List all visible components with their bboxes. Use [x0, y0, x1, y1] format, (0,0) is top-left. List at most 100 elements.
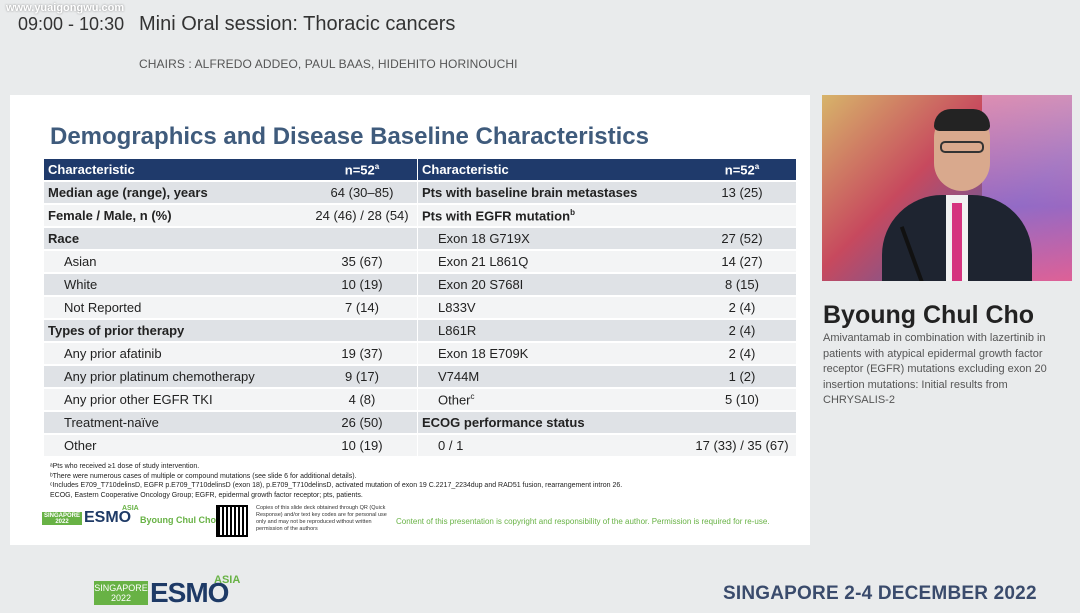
esmo-asia: ASIA	[214, 574, 241, 586]
qr-code-icon[interactable]	[216, 505, 248, 537]
header-n-footnote: a	[374, 161, 380, 171]
row-value: 1 (2)	[688, 366, 796, 387]
footnote: ECOG, Eastern Cooperative Oncology Group…	[50, 491, 363, 499]
row-label-text: Pts with EGFR mutation	[422, 208, 571, 224]
table-row: Exon 18 G719X 27 (52)	[418, 228, 796, 249]
row-label: Other	[44, 435, 307, 456]
footnotes: ᵃPts who received ≥1 dose of study inter…	[50, 462, 622, 500]
row-label-text: Exon 18 G719X	[438, 231, 530, 246]
row-value: 5 (10)	[688, 389, 796, 410]
row-label-text: Median age (range), years	[48, 185, 208, 200]
esmo-tag: SINGAPORE 2022	[42, 512, 82, 525]
row-label-text: Other	[64, 438, 97, 453]
slide-title: Demographics and Disease Baseline Charac…	[50, 123, 649, 150]
header-n-value: n=52	[724, 162, 755, 178]
row-label: Types of prior therapy	[44, 320, 307, 341]
header-characteristic: Characteristic	[418, 159, 688, 180]
row-label-text: Any prior other EGFR TKI	[64, 392, 213, 407]
row-label-text: Race	[48, 231, 80, 246]
row-value	[688, 412, 796, 433]
watermark: www.yuaigongwu.com	[6, 2, 125, 14]
row-label-text: Other	[438, 392, 471, 408]
row-value	[307, 320, 417, 341]
table-row: Exon 21 L861Q 14 (27)	[418, 251, 796, 272]
header-characteristic: Characteristic	[44, 159, 307, 180]
row-label-text: Any prior afatinib	[64, 346, 162, 361]
esmo-asia-logo: SINGAPORE 2022 ESMO ASIA	[94, 574, 244, 608]
table-row: Types of prior therapy	[44, 320, 417, 341]
row-label: Exon 21 L861Q	[418, 251, 688, 272]
row-value: 10 (19)	[307, 274, 417, 295]
table-row: V744M 1 (2)	[418, 366, 796, 387]
row-label: Race	[44, 228, 307, 249]
table-row: 0 / 1 17 (33) / 35 (67)	[418, 435, 796, 456]
header-n: n=52a	[307, 159, 417, 180]
footnote: ᶜIncludes E709_T710delinsD, EGFR p.E709_…	[50, 482, 623, 489]
table-row: Other 10 (19)	[44, 435, 417, 456]
talk-title: Amivantamab in combination with lazertin…	[823, 332, 1047, 406]
table-row: Asian 35 (67)	[44, 251, 417, 272]
row-label-text: Exon 20 S768I	[438, 277, 524, 292]
table-row: White 10 (19)	[44, 274, 417, 295]
row-value: 26 (50)	[307, 412, 417, 433]
row-label: Exon 18 G719X	[418, 228, 688, 249]
table-row: Exon 20 S768I 8 (15)	[418, 274, 796, 295]
footer-author: Byoung Chul Cho	[140, 515, 216, 525]
right-characteristics-table: Characteristic n=52a Pts with baseline bra…	[418, 157, 796, 458]
row-value: 2 (4)	[688, 320, 796, 341]
row-label: Asian	[44, 251, 307, 272]
row-value	[307, 228, 417, 249]
presentation-slide: Demographics and Disease Baseline Charac…	[10, 95, 810, 545]
row-value: 10 (19)	[307, 435, 417, 456]
row-value: 4 (8)	[307, 389, 417, 410]
row-label: White	[44, 274, 307, 295]
table-row: Pts with baseline brain metastases 13 (25…	[418, 182, 796, 203]
row-label: Any prior other EGFR TKI	[44, 389, 307, 410]
speaker-hair	[934, 109, 990, 131]
table-header-row: Characteristic n=52a	[418, 159, 796, 180]
esmo-asia-logo-small: SINGAPORE 2022 ESMO ASIA	[42, 505, 139, 529]
row-value: 8 (15)	[688, 274, 796, 295]
esmo-word: ESMO	[84, 509, 132, 526]
table-row: Otherc 5 (10)	[418, 389, 796, 410]
row-label: Female / Male, n (%)	[44, 205, 307, 226]
row-value: 14 (27)	[688, 251, 796, 272]
table-row: L861R 2 (4)	[418, 320, 796, 341]
row-label: Exon 20 S768I	[418, 274, 688, 295]
table-row: Exon 18 E709K 2 (4)	[418, 343, 796, 364]
row-label-text: Pts with baseline brain metastases	[422, 185, 638, 200]
session-time: 09:00 - 10:30	[18, 14, 125, 34]
row-value: 19 (37)	[307, 343, 417, 364]
footnote: ᵃPts who received ≥1 dose of study inter…	[50, 463, 200, 470]
row-label-text: V744M	[438, 369, 480, 384]
table-row: Not Reported 7 (14)	[44, 297, 417, 318]
row-value: 13 (25)	[688, 182, 796, 203]
table-row: Female / Male, n (%) 24 (46) / 28 (54)	[44, 205, 417, 226]
esmo-tag: SINGAPORE 2022	[94, 581, 148, 605]
row-label: V744M	[418, 366, 688, 387]
row-label: Any prior afatinib	[44, 343, 307, 364]
row-label-text: Treatment-naïve	[64, 415, 159, 430]
row-label: Treatment-naïve	[44, 412, 307, 433]
row-label: 0 / 1	[418, 435, 688, 456]
row-label: L861R	[418, 320, 688, 341]
table-row: Any prior afatinib 19 (37)	[44, 343, 417, 364]
row-label-text: Exon 21 L861Q	[438, 254, 529, 269]
row-label-text: Female / Male, n (%)	[48, 208, 172, 223]
row-value: 64 (30–85)	[307, 182, 417, 203]
row-label-text: L833V	[438, 300, 476, 315]
row-value: 24 (46) / 28 (54)	[307, 205, 417, 226]
row-footnote-marker: c	[470, 391, 475, 401]
header-n-value: n=52	[344, 162, 375, 178]
row-label-text: White	[64, 277, 98, 292]
footnote: ᵇThere were numerous cases of multiple o…	[50, 472, 357, 480]
esmo-asia: ASIA	[122, 505, 139, 512]
session-header: 09:00 - 10:30 Mini Oral session: Thoraci…	[0, 0, 1080, 90]
bottom-bar	[0, 565, 1080, 613]
row-label: Median age (range), years	[44, 182, 307, 203]
table-row: ECOG performance status	[418, 412, 796, 433]
copyright-note: Content of this presentation is copyrigh…	[396, 517, 770, 526]
table-row: Pts with EGFR mutationb	[418, 205, 796, 226]
table-row: Any prior other EGFR TKI 4 (8)	[44, 389, 417, 410]
row-value: 27 (52)	[688, 228, 796, 249]
